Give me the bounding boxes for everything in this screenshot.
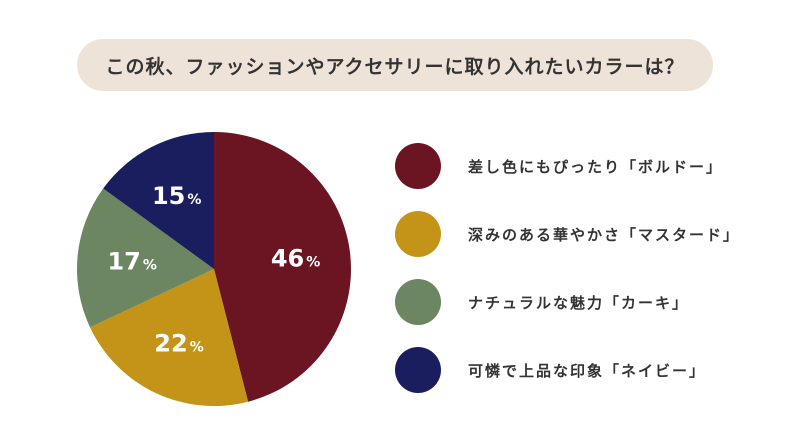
legend-swatch-mustard xyxy=(395,211,441,257)
pie-label-bordeaux: 46% xyxy=(271,245,320,273)
chart-title-banner: この秋、ファッションやアクセサリーに取り入れたいカラーは？ xyxy=(77,39,713,91)
pie-slice-bordeaux xyxy=(214,132,351,402)
legend-label-navy: 可憐で上品な印象「ネイビー」 xyxy=(468,361,707,380)
legend-swatch-khaki xyxy=(395,279,441,325)
pie-label-mustard: 22% xyxy=(154,329,203,357)
legend-swatch-bordeaux xyxy=(395,143,441,189)
pie-slice-navy xyxy=(103,132,214,269)
legend: 差し色にもぴったり「ボルドー」 深みのある華やかさ「マスタード」 ナチュラルな魅… xyxy=(395,143,740,393)
pie-label-navy: 15% xyxy=(152,182,201,210)
chart-title: この秋、ファッションやアクセサリーに取り入れたいカラーは？ xyxy=(105,55,685,78)
legend-item-mustard: 深みのある華やかさ「マスタード」 xyxy=(395,211,740,257)
pie-label-khaki: 17% xyxy=(107,247,156,275)
legend-swatch-navy xyxy=(395,347,441,393)
legend-item-bordeaux: 差し色にもぴったり「ボルドー」 xyxy=(395,143,740,189)
legend-label-bordeaux: 差し色にもぴったり「ボルドー」 xyxy=(468,157,724,176)
legend-item-navy: 可憐で上品な印象「ネイビー」 xyxy=(395,347,740,393)
legend-label-khaki: ナチュラルな魅力「カーキ」 xyxy=(468,293,690,312)
pie-slice-khaki xyxy=(77,188,215,328)
legend-item-khaki: ナチュラルな魅力「カーキ」 xyxy=(395,279,740,325)
legend-label-mustard: 深みのある華やかさ「マスタード」 xyxy=(468,225,741,244)
pie-slice-mustard xyxy=(90,269,249,406)
